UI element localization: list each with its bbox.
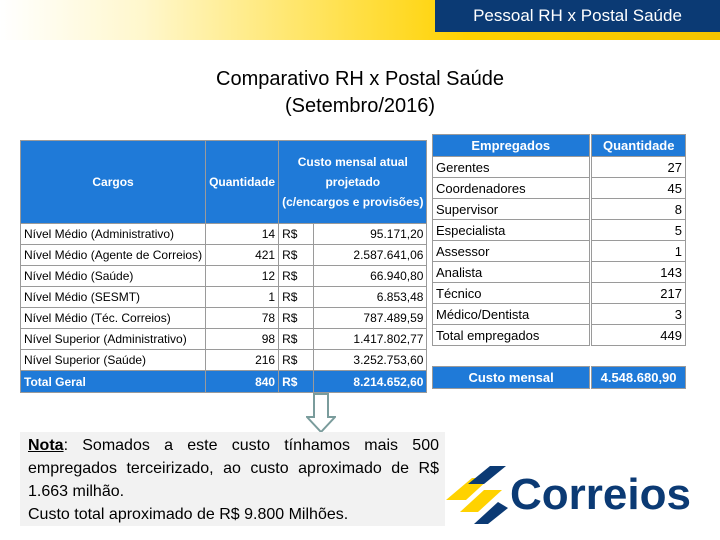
- valor-cell: 1.417.802,77: [313, 328, 428, 350]
- header-empregados: Empregados: [432, 134, 590, 157]
- cargo-cell: Nível Médio (Agente de Correios): [19, 244, 207, 266]
- total-valor: 8.214.652,60: [313, 370, 428, 393]
- table-row: Analista 143: [432, 261, 686, 283]
- total-currency: R$: [278, 370, 315, 393]
- page-title: Comparativo RH x Postal Saúde (Setembro/…: [100, 66, 620, 120]
- custo-mensal-valor: 4.548.680,90: [591, 366, 686, 389]
- empregado-label: Assessor: [432, 240, 590, 262]
- table-row: Nível Médio (Saúde) 12 R$ 66.940,80: [19, 265, 428, 287]
- empregado-label: Técnico: [432, 282, 590, 304]
- table-row: Gerentes 27: [432, 156, 686, 178]
- valor-cell: 95.171,20: [313, 223, 428, 245]
- cargo-cell: Nível Superior (Administrativo): [19, 328, 207, 350]
- currency-cell: R$: [278, 286, 315, 308]
- note-box: Nota: Somados a este custo tínhamos mais…: [20, 432, 445, 526]
- empregado-label: Médico/Dentista: [432, 303, 590, 325]
- qtd-cell: 216: [205, 349, 280, 371]
- table-row: Nível Médio (Agente de Correios) 421 R$ …: [19, 244, 428, 266]
- header-cargos: Cargos: [19, 140, 207, 224]
- note-total: Custo total aproximado de R$ 9.800 Milhõ…: [28, 506, 349, 523]
- note-text: : Somados a este custo tínhamos mais 500…: [28, 437, 439, 500]
- table-row: Nível Superior (Saúde) 216 R$ 3.252.753,…: [19, 349, 428, 371]
- table-row: Especialista 5: [432, 219, 686, 241]
- valor-cell: 2.587.641,06: [313, 244, 428, 266]
- cargo-cell: Nível Médio (Administrativo): [19, 223, 207, 245]
- empregado-qtd: 449: [591, 324, 686, 346]
- empregado-qtd: 8: [591, 198, 686, 220]
- empregados-header-row: Empregados Quantidade: [432, 134, 686, 157]
- header-title: Pessoal RH x Postal Saúde: [473, 6, 682, 25]
- empregado-label: Supervisor: [432, 198, 590, 220]
- total-label: Total Geral: [19, 370, 207, 393]
- custo-mensal-row: Custo mensal 4.548.680,90: [431, 366, 686, 389]
- cargo-cell: Nível Médio (SESMT): [19, 286, 207, 308]
- logo-text: Correios: [510, 470, 691, 519]
- total-qtd: 840: [205, 370, 280, 393]
- table-row: Nível Médio (SESMT) 1 R$ 6.853,48: [19, 286, 428, 308]
- page-title-line2: (Setembro/2016): [284, 95, 436, 117]
- note-label: Nota: [28, 437, 64, 454]
- custo-mensal-label: Custo mensal: [431, 366, 591, 389]
- header-box: [435, 0, 720, 32]
- cargos-header-row: Cargos Quantidade Custo mensal atual pro…: [19, 140, 428, 224]
- empregado-qtd: 3: [591, 303, 686, 325]
- table-row: Nível Superior (Administrativo) 98 R$ 1.…: [19, 328, 428, 350]
- currency-cell: R$: [278, 328, 315, 350]
- empregado-label: Especialista: [432, 219, 590, 241]
- empregado-label: Total empregados: [432, 324, 590, 346]
- empregado-label: Analista: [432, 261, 590, 283]
- table-row: Coordenadores 45: [432, 177, 686, 199]
- table-row: Médico/Dentista 3: [432, 303, 686, 325]
- qtd-cell: 78: [205, 307, 280, 329]
- note-paragraph: Nota: Somados a este custo tínhamos mais…: [20, 432, 445, 503]
- currency-cell: R$: [278, 307, 315, 329]
- table-row: Total empregados 449: [432, 324, 686, 346]
- qtd-cell: 1: [205, 286, 280, 308]
- empregado-qtd: 143: [591, 261, 686, 283]
- total-row: Total Geral 840 R$ 8.214.652,60: [19, 370, 428, 393]
- empregados-table: Empregados Quantidade Gerentes 27 Coorde…: [432, 134, 686, 346]
- page-title-line1: Comparativo RH x Postal Saúde: [216, 68, 504, 90]
- empregado-qtd: 45: [591, 177, 686, 199]
- qtd-cell: 421: [205, 244, 280, 266]
- header-custo: Custo mensal atual projetado (c/encargos…: [278, 140, 428, 224]
- qtd-cell: 12: [205, 265, 280, 287]
- currency-cell: R$: [278, 223, 315, 245]
- empregado-label: Gerentes: [432, 156, 590, 178]
- currency-cell: R$: [278, 349, 315, 371]
- down-arrow-icon: [306, 393, 336, 433]
- cargo-cell: Nível Médio (Téc. Correios): [19, 307, 207, 329]
- qtd-cell: 14: [205, 223, 280, 245]
- cargo-cell: Nível Médio (Saúde): [19, 265, 207, 287]
- header-custo-line2: projetado: [325, 175, 381, 189]
- table-row: Técnico 217: [432, 282, 686, 304]
- valor-cell: 6.853,48: [313, 286, 428, 308]
- cargo-cell: Nível Superior (Saúde): [19, 349, 207, 371]
- valor-cell: 3.252.753,60: [313, 349, 428, 371]
- custo-mensal-table: Custo mensal 4.548.680,90: [431, 366, 686, 389]
- table-row: Nível Médio (Administrativo) 14 R$ 95.17…: [19, 223, 428, 245]
- valor-cell: 787.489,59: [313, 307, 428, 329]
- qtd-cell: 98: [205, 328, 280, 350]
- table-row: Assessor 1: [432, 240, 686, 262]
- cargos-table: Cargos Quantidade Custo mensal atual pro…: [19, 140, 428, 393]
- currency-cell: R$: [278, 265, 315, 287]
- header-custo-line1: Custo mensal atual: [297, 155, 408, 169]
- empregado-qtd: 27: [591, 156, 686, 178]
- header-custo-line3: (c/encargos e provisões): [282, 195, 424, 209]
- empregado-qtd: 5: [591, 219, 686, 241]
- table-row: Nível Médio (Téc. Correios) 78 R$ 787.48…: [19, 307, 428, 329]
- table-row: Supervisor 8: [432, 198, 686, 220]
- currency-cell: R$: [278, 244, 315, 266]
- empregado-label: Coordenadores: [432, 177, 590, 199]
- header-quantidade: Quantidade: [205, 140, 280, 224]
- empregado-qtd: 217: [591, 282, 686, 304]
- correios-logo-icon: [446, 466, 508, 524]
- empregado-qtd: 1: [591, 240, 686, 262]
- valor-cell: 66.940,80: [313, 265, 428, 287]
- header-quantidade-emp: Quantidade: [591, 134, 686, 157]
